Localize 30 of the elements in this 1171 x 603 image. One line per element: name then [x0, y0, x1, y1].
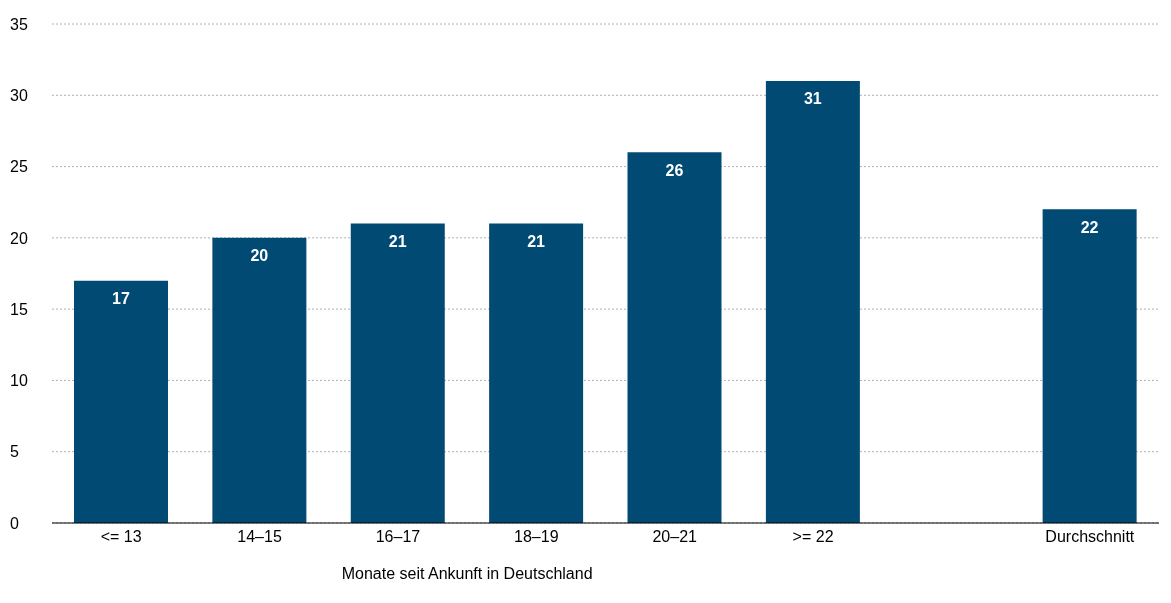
- data-label: 22: [1080, 218, 1099, 236]
- bar: [627, 152, 722, 523]
- x-tick-label: <= 13: [100, 528, 142, 546]
- data-label: 21: [388, 232, 407, 250]
- x-tick-label: Durchschnitt: [1045, 528, 1135, 546]
- y-tick-label: 20: [10, 229, 28, 247]
- y-tick-label: 10: [10, 372, 28, 390]
- x-tick-label: 18–19: [514, 528, 559, 546]
- data-label: 31: [803, 90, 822, 108]
- y-tick-label: 25: [10, 158, 28, 176]
- y-tick-label: 15: [10, 300, 28, 318]
- x-axis-title: Monate seit Ankunft in Deutschland: [341, 565, 593, 583]
- x-tick-label: 14–15: [237, 528, 282, 546]
- y-tick-label: 30: [10, 86, 28, 104]
- y-tick-label: 35: [10, 15, 28, 33]
- bar: [74, 280, 168, 523]
- x-tick-label: >= 22: [792, 528, 834, 546]
- data-label: 17: [112, 289, 130, 307]
- y-tick-label: 0: [10, 514, 19, 532]
- x-tick-label: 20–21: [652, 528, 698, 546]
- x-tick-label: 16–17: [375, 528, 421, 546]
- bar: [212, 237, 307, 523]
- data-label: 20: [250, 247, 269, 265]
- bar: [489, 223, 584, 523]
- bar: [350, 223, 445, 523]
- y-tick-label: 5: [10, 443, 19, 461]
- data-label: 21: [527, 232, 546, 250]
- data-label: 26: [665, 161, 684, 179]
- bar: [765, 81, 860, 523]
- bar: [1042, 209, 1137, 523]
